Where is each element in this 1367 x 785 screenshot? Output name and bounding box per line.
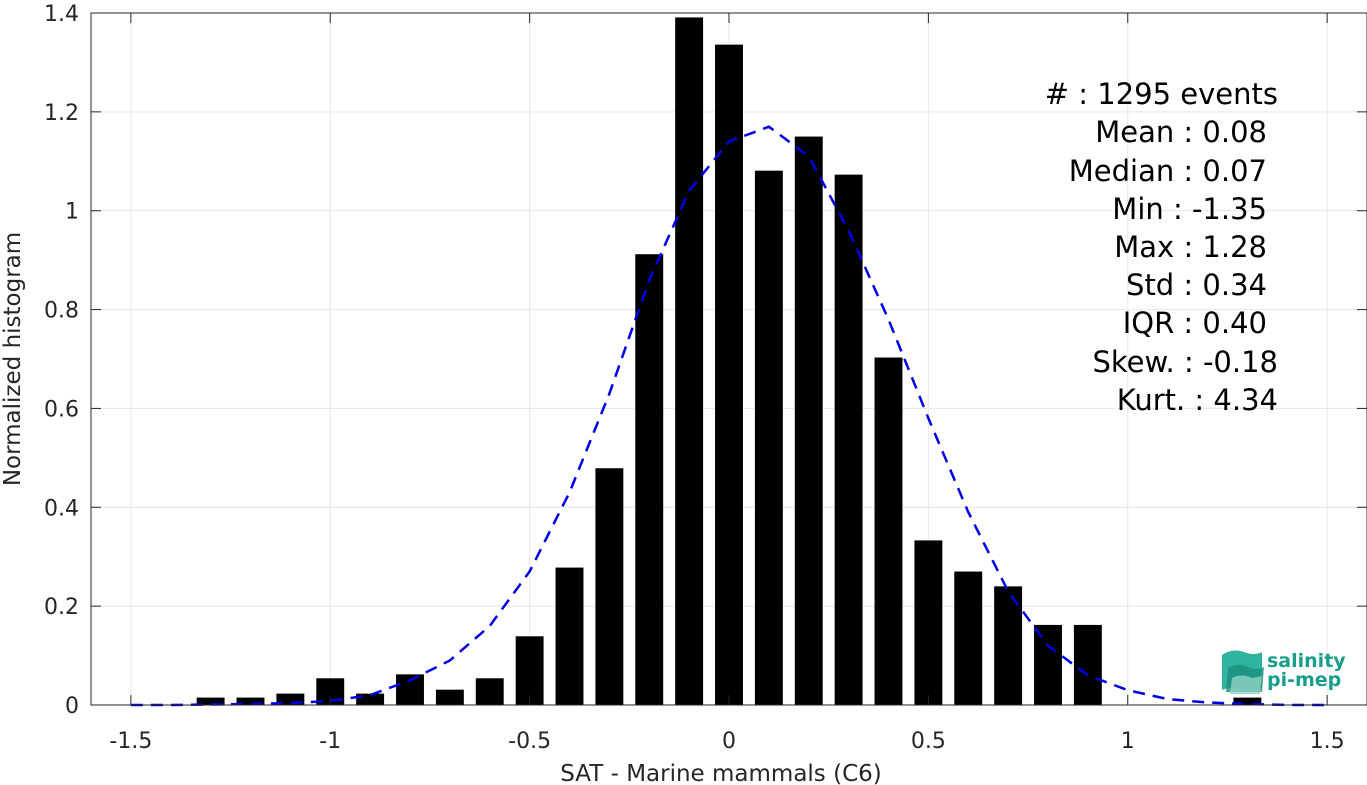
histogram-bar [635, 254, 664, 705]
histogram-bar [276, 693, 305, 705]
histogram-bar [595, 468, 624, 705]
y-tick-label: 1.2 [44, 101, 79, 126]
histogram-bar [435, 689, 464, 705]
stat-line: Median : 0.07 [1069, 154, 1267, 188]
salinity-pi-mep-logo: salinity pi-mep [1222, 650, 1346, 694]
stat-line: Skew. : -0.18 [1092, 345, 1278, 379]
histogram-bar [794, 136, 823, 706]
x-tick-label: 0 [722, 729, 736, 754]
histogram-bar [1073, 624, 1102, 705]
histogram-bar [555, 567, 584, 705]
x-tick-label: -1 [319, 729, 341, 754]
histogram-bar [475, 678, 504, 705]
x-tick-label: -0.5 [508, 729, 551, 754]
x-tick-label: 1 [1121, 729, 1135, 754]
histogram-bar [1233, 697, 1262, 705]
histogram-bar [356, 693, 385, 705]
x-tick-label: 0.5 [911, 729, 946, 754]
histogram-bar [675, 17, 704, 706]
y-axis-label: Normalized histogram [0, 232, 26, 486]
histogram-bar [1034, 624, 1062, 705]
y-tick-label: 0.2 [44, 595, 79, 620]
logo-text-pi-mep: pi-mep [1267, 669, 1341, 691]
y-tick-label: 0 [65, 694, 79, 719]
y-tick-label: 1.4 [44, 2, 79, 27]
histogram-bar [715, 44, 743, 706]
x-axis-label: SAT - Marine mammals (C6) [560, 761, 882, 785]
gaussian-fit-curve [130, 125, 1328, 707]
stat-line: # : 1295 events [1045, 77, 1278, 111]
y-tick-label: 1 [65, 200, 79, 225]
histogram-bar [994, 586, 1023, 705]
statistics-box: # : 1295 events Mean : 0.08 Median : 0.07 M… [1045, 77, 1278, 417]
x-tick-label: 1.5 [1310, 729, 1345, 754]
y-tick-label: 0.4 [44, 496, 79, 521]
histogram-bar [754, 170, 783, 706]
histogram-bar [515, 636, 544, 705]
stat-line: Kurt. : 4.34 [1117, 383, 1278, 417]
logo-wave-icon [1222, 650, 1264, 694]
stat-line: Max : 1.28 [1114, 230, 1267, 264]
histogram-bar [954, 571, 983, 705]
stat-line: Min : -1.35 [1112, 192, 1267, 226]
histogram-bar [914, 540, 943, 705]
stat-line: Mean : 0.08 [1095, 115, 1267, 149]
y-tick-label: 0.6 [44, 397, 79, 422]
x-tick-label: -1.5 [109, 729, 152, 754]
stat-line: IQR : 0.40 [1123, 306, 1267, 340]
logo-text-salinity: salinity [1267, 650, 1346, 672]
histogram-bars [196, 17, 1262, 706]
y-axis-ticks: 0 0.2 0.4 0.6 0.8 1 1.2 1.4 [44, 2, 1367, 719]
histogram-bar [196, 697, 225, 705]
stat-line: Std : 0.34 [1126, 268, 1267, 302]
histogram-bar [834, 174, 863, 706]
histogram-bar [236, 697, 265, 705]
x-axis-ticks: -1.5 -1 -0.5 0 0.5 1 1.5 [109, 13, 1345, 754]
histogram-bar [874, 357, 903, 705]
y-tick-label: 0.8 [44, 299, 79, 324]
